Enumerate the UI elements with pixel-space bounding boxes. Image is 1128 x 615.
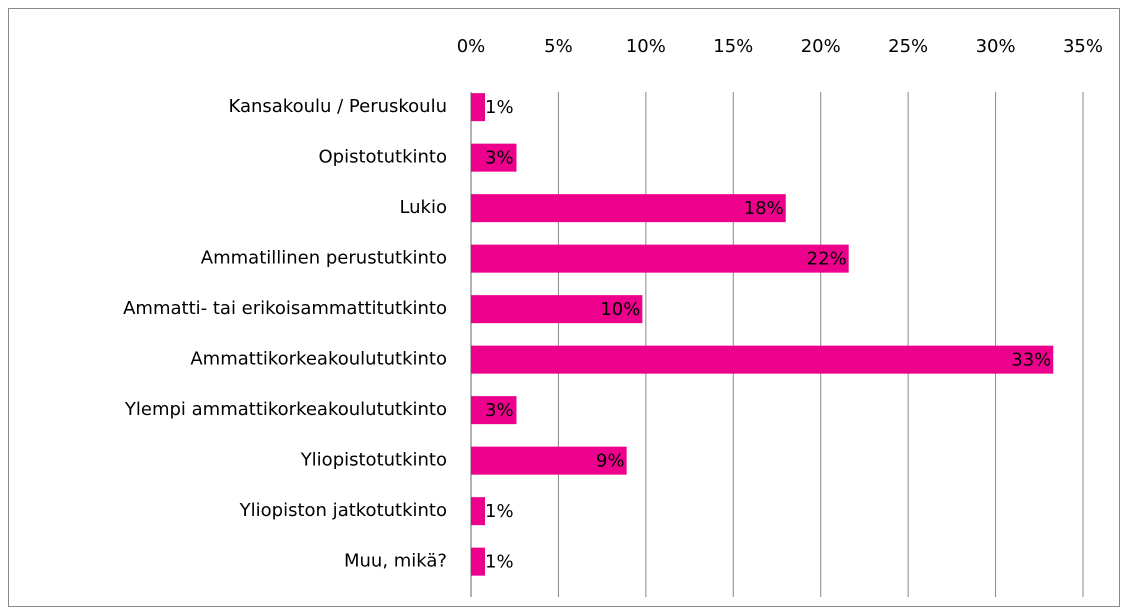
data-label: 18% <box>744 198 784 219</box>
y-tick-label: Ammatillinen perustutkinto <box>201 248 447 269</box>
data-label: 10% <box>600 299 640 320</box>
y-tick-label: Kansakoulu / Peruskoulu <box>228 96 447 117</box>
x-tick-label: 25% <box>888 36 928 57</box>
x-tick-label: 10% <box>626 36 666 57</box>
x-tick-label: 15% <box>713 36 753 57</box>
x-tick-label: 0% <box>457 36 486 57</box>
bar <box>471 396 517 425</box>
data-label: 9% <box>596 451 625 472</box>
x-tick-label: 30% <box>976 36 1016 57</box>
data-label: 1% <box>485 97 514 118</box>
y-tick-label: Ammatti- tai erikoisammattitutkinto <box>123 298 447 319</box>
bar <box>471 194 786 223</box>
x-tick-label: 35% <box>1063 36 1103 57</box>
x-tick-label: 5% <box>544 36 573 57</box>
data-label: 3% <box>485 148 514 169</box>
x-tick-label: 20% <box>801 36 841 57</box>
bar <box>471 143 517 172</box>
bar <box>471 446 627 475</box>
bar <box>471 93 485 122</box>
y-tick-label: Ammattikorkeakoulututkinto <box>190 349 447 370</box>
y-tick-label: Ylempi ammattikorkeakoulututkinto <box>124 399 447 420</box>
data-label: 3% <box>485 400 514 421</box>
data-label: 1% <box>485 552 514 573</box>
bar <box>471 295 643 324</box>
bar <box>471 497 485 526</box>
y-tick-label: Lukio <box>399 197 447 218</box>
y-tick-label: Yliopiston jatkotutkinto <box>239 500 447 521</box>
data-label: 33% <box>1011 350 1051 371</box>
data-label: 22% <box>807 249 847 270</box>
y-tick-label: Yliopistotutkinto <box>300 450 447 471</box>
data-label: 1% <box>485 501 514 522</box>
bar <box>471 345 1054 374</box>
y-tick-label: Opistotutkinto <box>319 147 447 168</box>
bar <box>471 547 485 576</box>
bar <box>471 244 849 273</box>
y-tick-label: Muu, mikä? <box>344 551 447 572</box>
